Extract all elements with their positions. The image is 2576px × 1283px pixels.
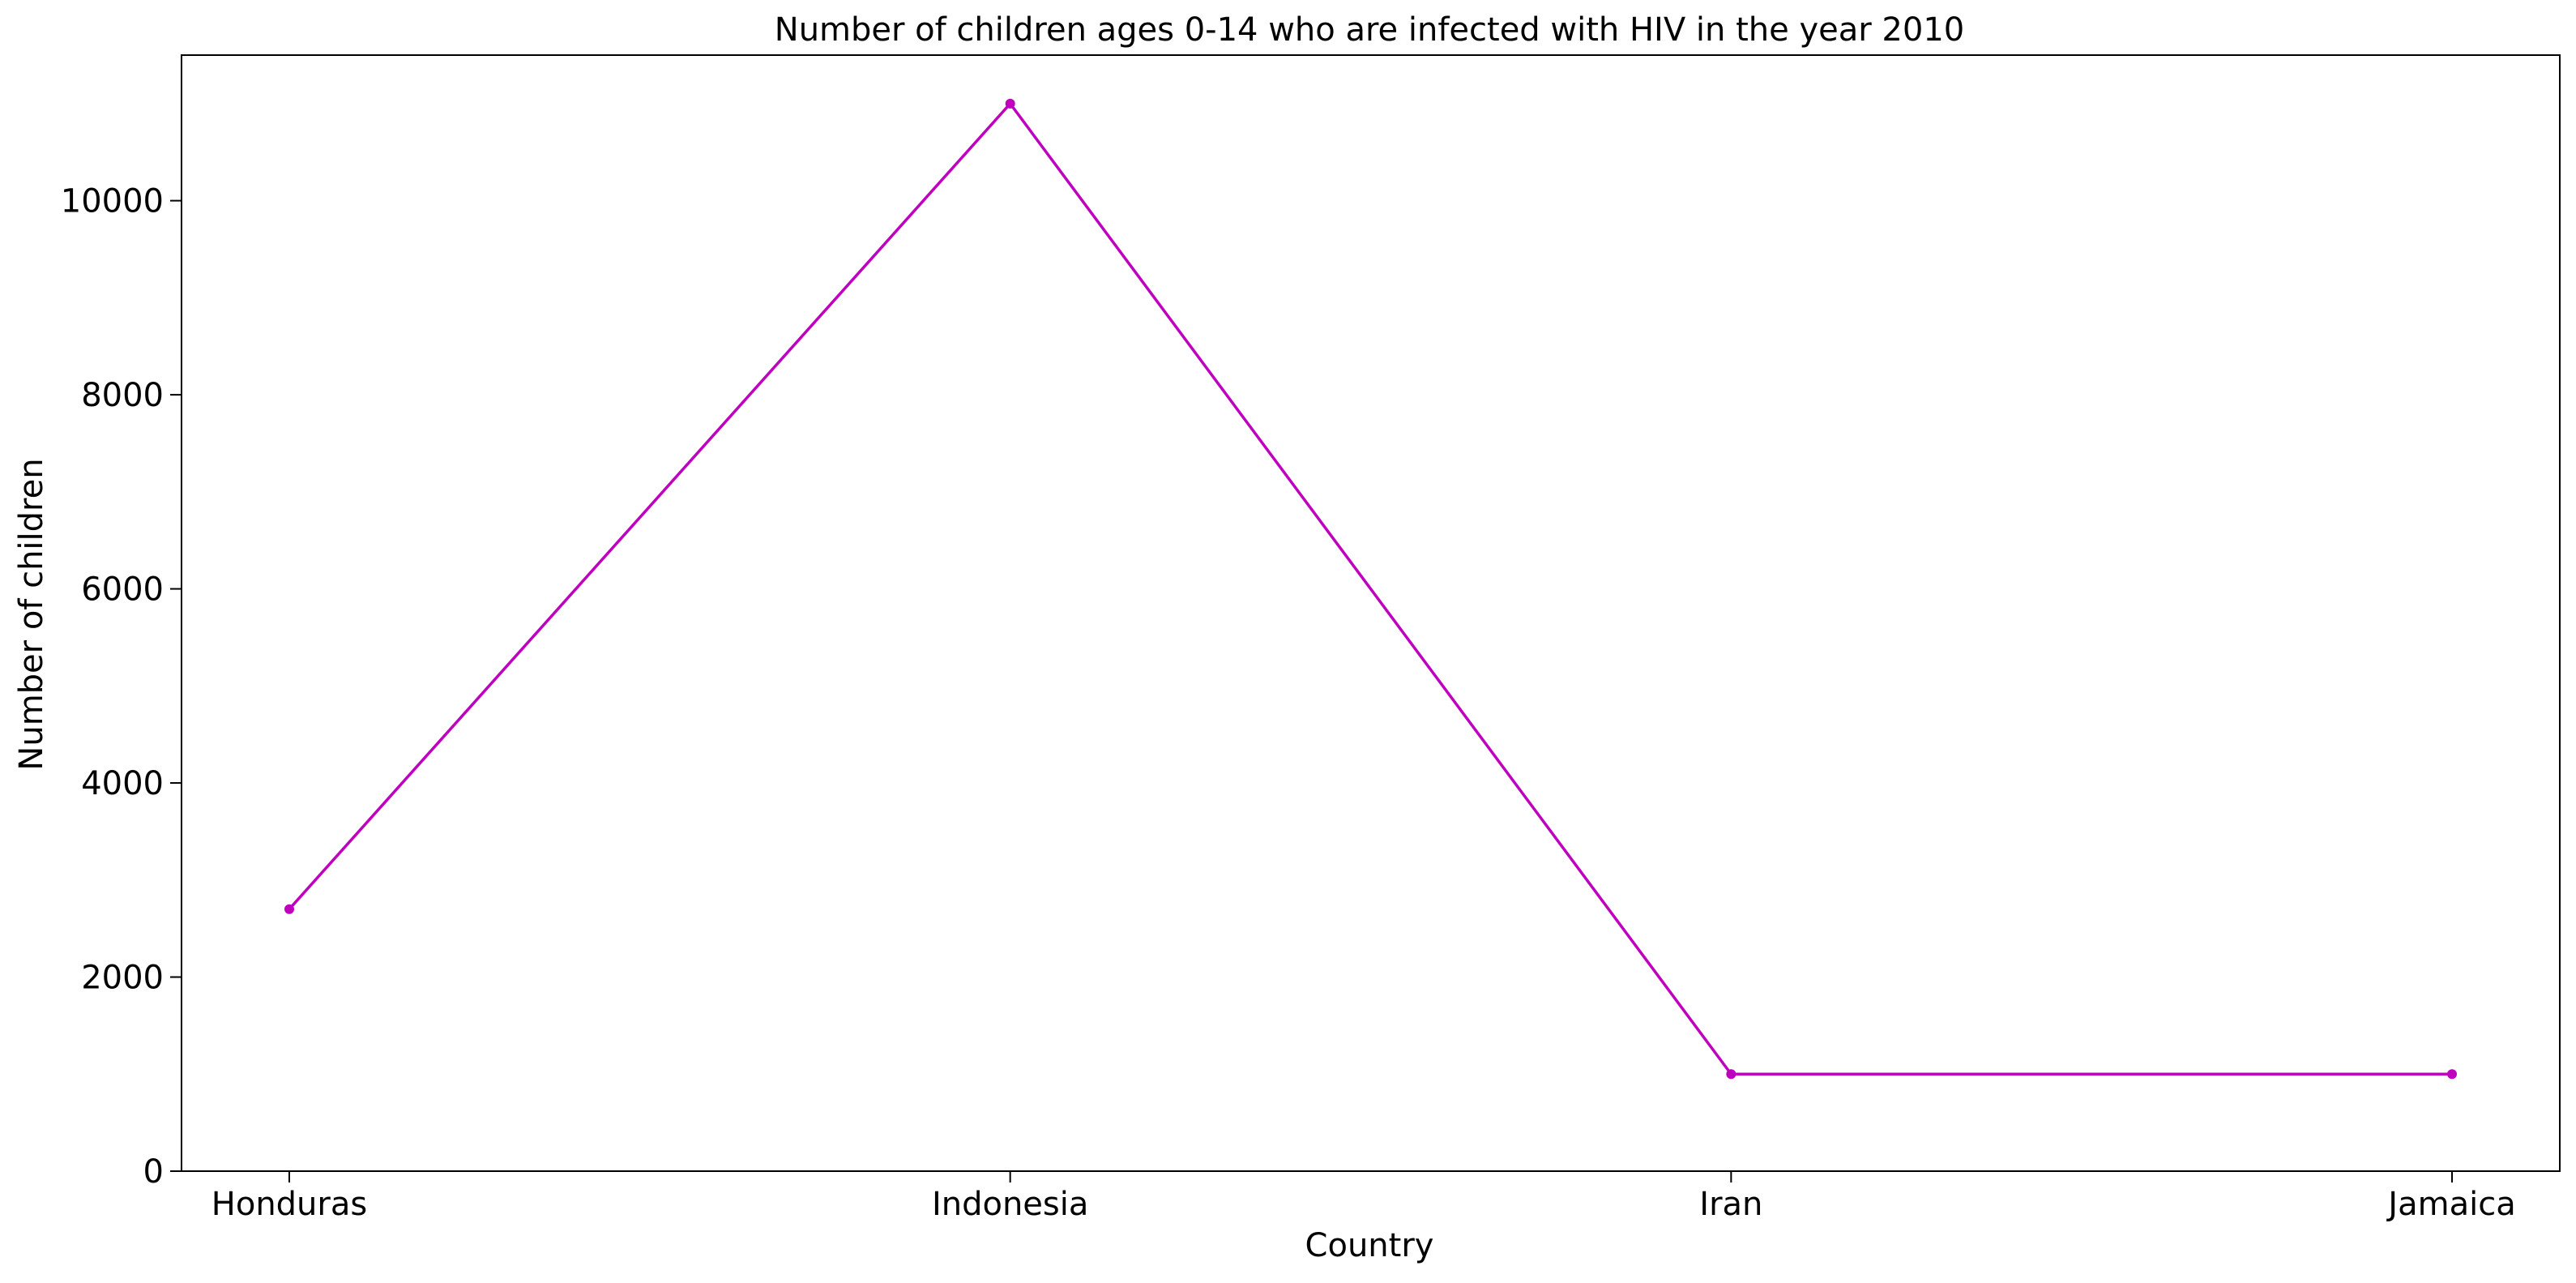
axis-ticks: 0 2000 4000 6000 8000 10000 Honduras Indonesia I…: [61, 183, 2516, 1223]
data-point: [2447, 1069, 2457, 1080]
y-tick-label: 4000: [81, 765, 164, 802]
x-tick-label: Iran: [1699, 1186, 1762, 1223]
x-tick-label: Jamaica: [2386, 1186, 2515, 1223]
data-point: [1726, 1069, 1737, 1080]
series-layer: [284, 98, 2457, 1080]
y-axis-label: Number of children: [13, 458, 50, 770]
series-line: [288, 102, 2452, 1076]
y-tick-label: 2000: [81, 960, 164, 997]
chart-title: Number of children ages 0-14 who are inf…: [775, 11, 1964, 49]
plot-area-frame: [181, 54, 2561, 1172]
x-tick-label: Indonesia: [932, 1186, 1088, 1223]
data-point: [284, 904, 294, 914]
y-tick-label: 6000: [81, 571, 164, 609]
y-tick-label: 10000: [61, 183, 164, 220]
x-axis-label: Country: [1305, 1227, 1434, 1264]
y-tick-label: 0: [143, 1153, 164, 1191]
data-point: [1005, 98, 1015, 109]
x-tick-label: Honduras: [211, 1186, 367, 1223]
y-tick-label: 8000: [81, 377, 164, 414]
